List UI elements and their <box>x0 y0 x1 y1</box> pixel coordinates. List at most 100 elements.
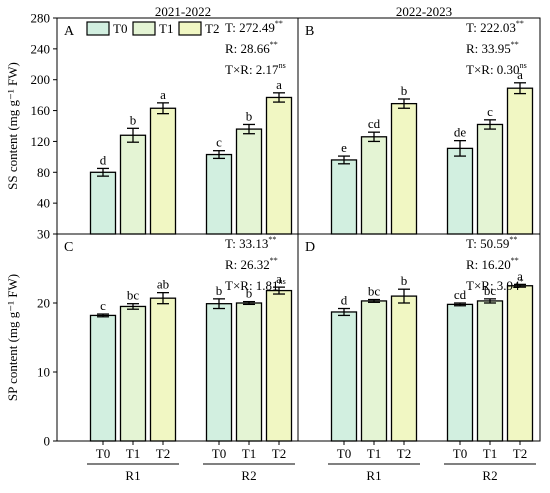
bar-d-r2-t0 <box>446 303 474 442</box>
anova-stat: T×R: 3.94* <box>466 277 524 293</box>
panel-frame-d <box>297 233 541 442</box>
y-tick-label: 240 <box>31 41 51 56</box>
anova-significance: ** <box>516 19 524 28</box>
significance-letter: bc <box>368 284 381 299</box>
anova-stat: R: 16.20** <box>466 256 519 272</box>
bar-a-r2-t2 <box>265 96 293 235</box>
y-tick-label: 160 <box>31 103 51 118</box>
significance-letter: c <box>487 104 493 119</box>
anova-significance: ** <box>270 40 278 49</box>
group-label-r1: R1 <box>125 468 140 483</box>
anova-stat-value: T: 222.03 <box>466 20 516 35</box>
anova-stat-value: T×R: 1.81 <box>225 278 279 293</box>
panel-label-b: B <box>305 24 314 39</box>
significance-letter: a <box>517 268 523 283</box>
anova-stat: T×R: 0.30ns <box>466 61 527 77</box>
x-tick-label: T2 <box>513 446 527 461</box>
bar-b-r1-t1 <box>360 136 388 235</box>
x-tick-label: T0 <box>212 446 226 461</box>
legend-label-t1: T1 <box>159 21 173 36</box>
anova-significance: ns <box>279 61 286 70</box>
x-tick-label: T0 <box>96 446 110 461</box>
y-tick-label: 280 <box>31 11 51 26</box>
bar-a-r1-t1 <box>119 134 147 235</box>
bar-b-r2-t2 <box>506 87 534 235</box>
anova-stat-value: R: 16.20 <box>466 257 511 272</box>
anova-stat-value: T×R: 3.94 <box>466 278 520 293</box>
anova-stat-value: R: 26.32 <box>225 257 270 272</box>
bar-a-r1-t2 <box>149 107 177 235</box>
bar-b-r1-t0 <box>330 159 358 235</box>
bar-a-r2-t0 <box>205 153 233 235</box>
significance-letter: a <box>276 271 282 286</box>
anova-stat: R: 33.95** <box>466 40 519 56</box>
anova-stat: T: 272.49** <box>225 19 283 35</box>
y-tick-label: 10 <box>37 365 50 380</box>
anova-stat: R: 28.66** <box>225 40 278 56</box>
bar-d-r1-t2 <box>390 295 418 442</box>
column-title-2022-2023: 2022-2023 <box>396 4 452 19</box>
significance-letter: cd <box>368 116 381 131</box>
significance-letter: bc <box>127 288 140 303</box>
x-tick-label: T1 <box>242 446 256 461</box>
bar-c-r2-t2 <box>265 289 293 442</box>
anova-stat-value: T×R: 0.30 <box>466 62 520 77</box>
significance-letter: a <box>276 77 282 92</box>
group-label-r1: R1 <box>366 468 381 483</box>
bar-b-r2-t1 <box>476 123 504 235</box>
anova-significance: ** <box>511 40 519 49</box>
anova-significance: ** <box>270 256 278 265</box>
significance-letter: e <box>341 140 347 155</box>
group-label-r2: R2 <box>482 468 497 483</box>
anova-significance: ** <box>511 256 519 265</box>
significance-letter: b <box>246 108 253 123</box>
y-tick-label: 30 <box>37 227 50 242</box>
x-tick-label: T2 <box>272 446 286 461</box>
anova-stat: T: 222.03** <box>466 19 524 35</box>
significance-letter: c <box>100 298 106 313</box>
significance-letter: ab <box>157 277 169 292</box>
significance-letter: de <box>454 125 467 140</box>
significance-letter: c <box>216 135 222 150</box>
significance-letter: a <box>160 87 166 102</box>
y-axis-label: SS content (mg g⁻¹ FW) <box>5 62 20 190</box>
bar-a-r2-t1 <box>235 128 263 235</box>
significance-letter: b <box>401 273 408 288</box>
x-tick-label: T1 <box>483 446 497 461</box>
panel-label-c: C <box>64 240 73 255</box>
anova-significance: ns <box>520 61 527 70</box>
anova-significance: ns <box>279 277 286 286</box>
bar-c-r2-t0 <box>205 303 233 442</box>
x-tick-label: T1 <box>126 446 140 461</box>
bar-b-r1-t2 <box>390 102 418 235</box>
panel-label-d: D <box>305 240 315 255</box>
significance-letter: a <box>517 67 523 82</box>
y-tick-label: 120 <box>31 134 51 149</box>
y-tick-label: 40 <box>37 196 50 211</box>
anova-stat-value: R: 28.66 <box>225 41 270 56</box>
anova-stat-value: R: 33.95 <box>466 41 511 56</box>
x-tick-label: T1 <box>367 446 381 461</box>
significance-letter: d <box>100 152 107 167</box>
panel-label-a: A <box>64 24 75 39</box>
group-label-r2: R2 <box>241 468 256 483</box>
bar-c-r2-t1 <box>235 302 263 442</box>
bar-d-r2-t1 <box>476 300 504 442</box>
legend-label-t0: T0 <box>113 21 127 36</box>
legend-swatch-t1 <box>132 21 156 36</box>
y-tick-label: 80 <box>37 165 50 180</box>
y-axis-label: SP content (mg g⁻¹ FW) <box>5 274 20 401</box>
significance-letter: bc <box>484 283 497 298</box>
anova-stat-value: T: 33.13 <box>225 236 268 251</box>
significance-letter: b <box>246 286 253 301</box>
bar-c-r1-t1 <box>119 305 147 442</box>
anova-stat-value: T: 50.59 <box>466 236 509 251</box>
column-title-2021-2022: 2021-2022 <box>155 4 211 19</box>
bar-d-r1-t0 <box>330 311 358 442</box>
anova-stat: R: 26.32** <box>225 256 278 272</box>
x-tick-label: T2 <box>397 446 411 461</box>
bar-d-r1-t1 <box>360 300 388 442</box>
y-tick-label: 0 <box>44 434 51 449</box>
bar-b-r2-t0 <box>446 147 474 235</box>
